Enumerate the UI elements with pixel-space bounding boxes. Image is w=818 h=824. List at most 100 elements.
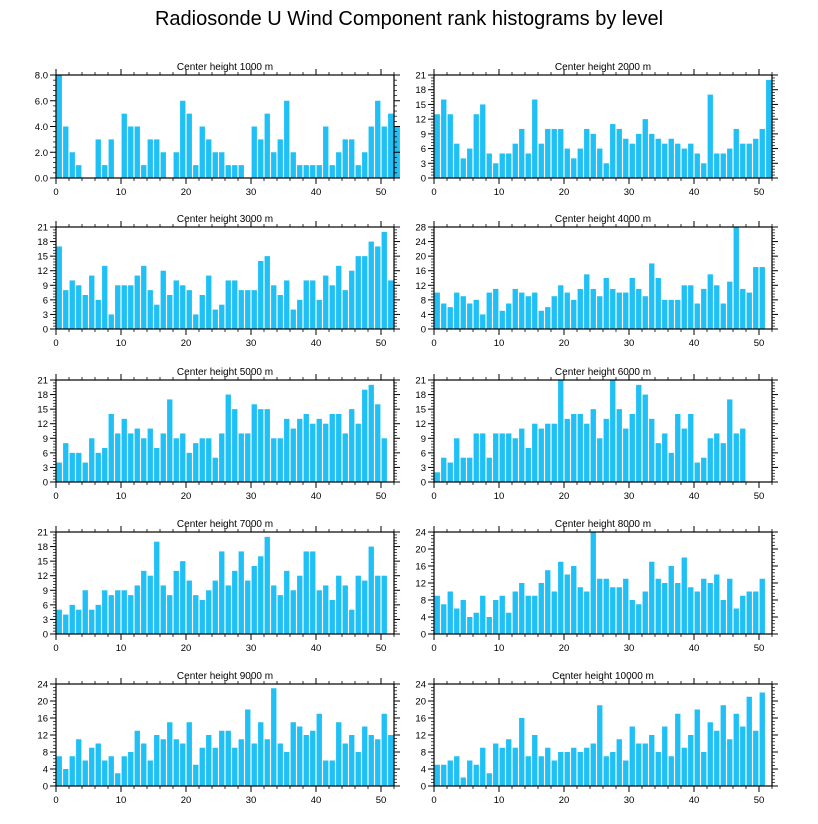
y-tick-label: 18 bbox=[415, 390, 426, 401]
bar bbox=[141, 570, 147, 634]
bar bbox=[538, 428, 544, 482]
bar bbox=[193, 314, 199, 329]
bar bbox=[480, 433, 486, 482]
bar bbox=[316, 299, 322, 329]
bar bbox=[69, 280, 75, 329]
bar bbox=[538, 310, 544, 329]
bar bbox=[329, 600, 335, 634]
bar bbox=[349, 139, 355, 179]
x-tick-label: 20 bbox=[181, 643, 192, 654]
bar bbox=[668, 756, 674, 786]
bar bbox=[258, 556, 264, 634]
bar bbox=[258, 409, 264, 482]
bar bbox=[551, 423, 557, 482]
bar bbox=[316, 590, 322, 634]
bar bbox=[89, 275, 95, 329]
y-tick-label: 0 bbox=[43, 782, 48, 793]
x-tick-label: 20 bbox=[559, 795, 570, 806]
y-tick-label: 4 bbox=[421, 310, 426, 321]
bar bbox=[597, 296, 603, 329]
y-tick-label: 0 bbox=[421, 478, 426, 489]
bar bbox=[349, 270, 355, 329]
y-tick-label: 18 bbox=[37, 542, 48, 553]
bar bbox=[460, 777, 466, 786]
bar bbox=[115, 590, 121, 634]
bar bbox=[746, 143, 752, 178]
bar bbox=[759, 578, 765, 634]
bar bbox=[707, 274, 713, 329]
bar bbox=[740, 726, 746, 786]
y-tick-label: 0 bbox=[43, 478, 48, 489]
bar bbox=[303, 414, 309, 482]
bar bbox=[642, 296, 648, 329]
bar bbox=[76, 739, 82, 786]
bar bbox=[303, 735, 309, 786]
y-tick-label: 12 bbox=[37, 419, 48, 430]
bar bbox=[180, 561, 186, 634]
bar bbox=[186, 722, 192, 786]
bar bbox=[577, 288, 583, 329]
bar bbox=[323, 760, 329, 786]
bar bbox=[662, 143, 668, 178]
bar bbox=[558, 128, 564, 178]
bar bbox=[219, 551, 225, 634]
y-tick-label: 28 bbox=[415, 223, 426, 234]
bar bbox=[212, 309, 218, 329]
bar bbox=[733, 608, 739, 634]
bar bbox=[173, 438, 179, 482]
bar bbox=[193, 764, 199, 786]
bar bbox=[56, 75, 62, 178]
y-tick-label: 24 bbox=[415, 680, 426, 691]
bar bbox=[480, 747, 486, 786]
bar bbox=[160, 739, 166, 786]
bar bbox=[675, 143, 681, 178]
bar bbox=[441, 604, 447, 634]
bar bbox=[545, 747, 551, 786]
bar bbox=[329, 285, 335, 329]
bar bbox=[519, 128, 525, 178]
bar bbox=[186, 452, 192, 482]
bar bbox=[499, 153, 505, 178]
x-tick-label: 10 bbox=[116, 795, 127, 806]
bar bbox=[245, 290, 251, 329]
bar bbox=[499, 747, 505, 786]
bar bbox=[642, 591, 648, 634]
bar bbox=[160, 585, 166, 634]
bar bbox=[160, 152, 166, 178]
y-tick-label: 0.0 bbox=[35, 174, 48, 185]
bar bbox=[121, 418, 127, 482]
bar bbox=[753, 730, 759, 786]
bar bbox=[147, 139, 153, 179]
y-tick-label: 9 bbox=[43, 434, 48, 445]
bar bbox=[441, 303, 447, 329]
bar bbox=[688, 587, 694, 634]
bar bbox=[63, 290, 69, 329]
bar bbox=[746, 696, 752, 786]
bar bbox=[271, 285, 277, 329]
y-tick-label: 3 bbox=[43, 463, 48, 474]
y-tick-label: 24 bbox=[37, 680, 48, 691]
bar bbox=[473, 433, 479, 482]
bar bbox=[290, 722, 296, 786]
x-tick-label: 0 bbox=[431, 643, 436, 654]
y-tick-label: 8 bbox=[43, 748, 48, 759]
y-tick-label: 24 bbox=[415, 528, 426, 539]
panel-9: Center height 9000 m 0 10 20 30 40 50 0 4 8 12 16 20… bbox=[37, 671, 400, 806]
bar bbox=[701, 578, 707, 634]
bar bbox=[95, 139, 101, 179]
bar bbox=[558, 561, 564, 634]
x-tick-label: 40 bbox=[311, 643, 322, 654]
bar bbox=[545, 570, 551, 634]
y-tick-label: 15 bbox=[37, 405, 48, 416]
bar bbox=[577, 587, 583, 634]
panel-title: Center height 8000 m bbox=[555, 519, 651, 530]
bar bbox=[467, 617, 473, 634]
bar bbox=[571, 299, 577, 329]
bar bbox=[460, 457, 466, 482]
bar bbox=[290, 152, 296, 178]
bar bbox=[551, 760, 557, 786]
bar bbox=[206, 735, 212, 786]
bar bbox=[506, 303, 512, 329]
bar bbox=[519, 428, 525, 482]
bar bbox=[69, 756, 75, 786]
